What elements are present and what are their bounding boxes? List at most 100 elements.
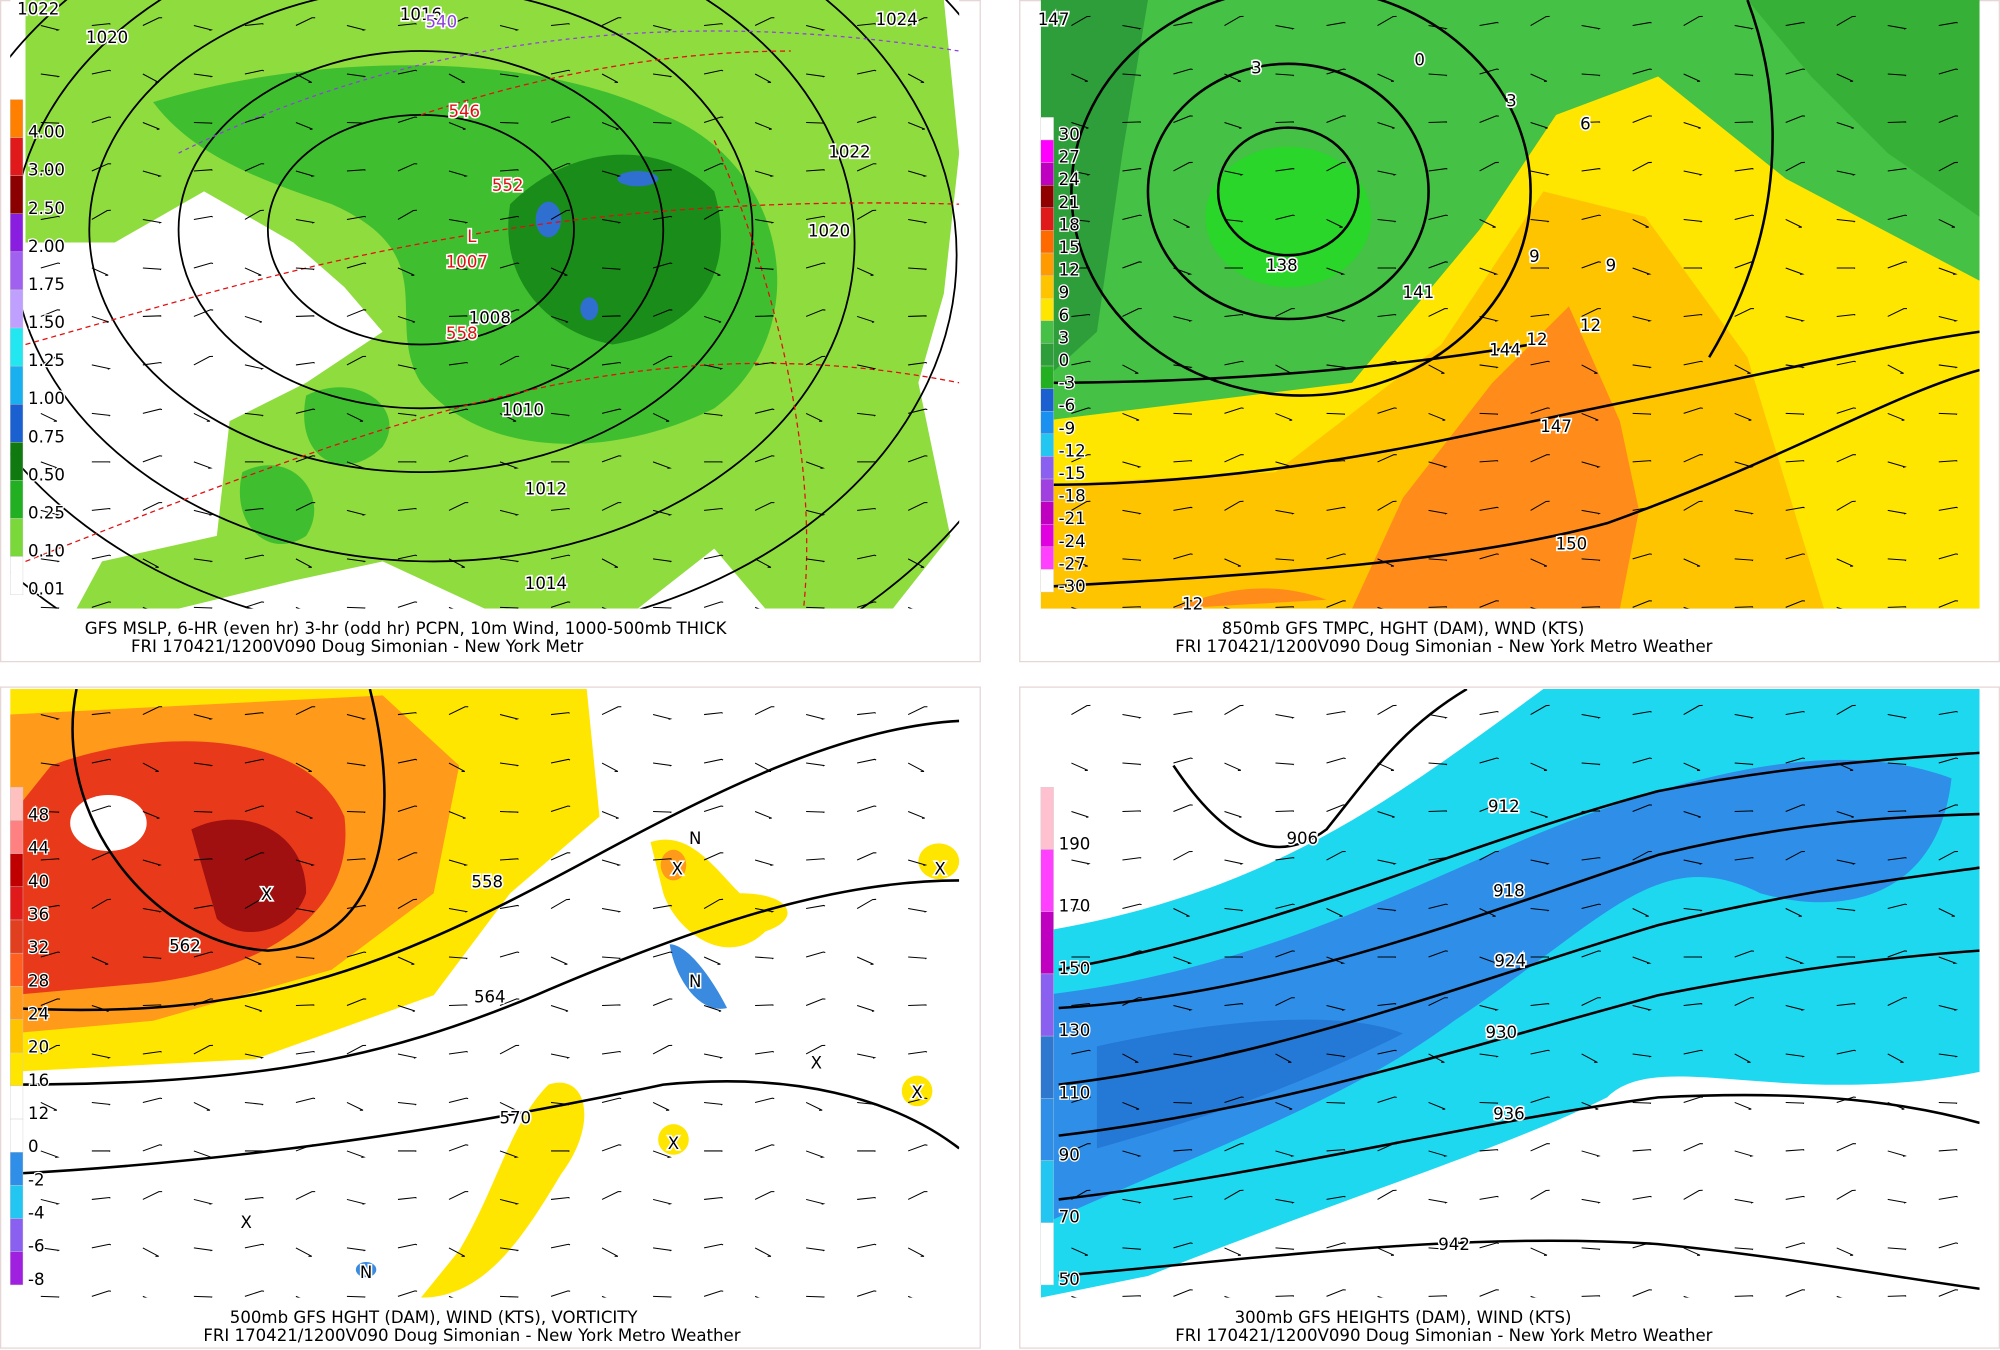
barb bbox=[857, 1150, 876, 1152]
contour-label: 147 bbox=[1038, 10, 1070, 29]
barb bbox=[1632, 21, 1652, 27]
barb bbox=[193, 412, 211, 422]
barb bbox=[703, 1053, 724, 1059]
barb bbox=[704, 1101, 723, 1106]
barb bbox=[1836, 859, 1856, 865]
barb bbox=[1122, 308, 1142, 317]
barb bbox=[1887, 364, 1904, 374]
barb bbox=[1326, 600, 1346, 608]
barb bbox=[652, 412, 670, 422]
barb bbox=[1275, 903, 1295, 910]
barb bbox=[550, 1196, 570, 1200]
barb bbox=[1224, 1189, 1244, 1200]
legend-swatch bbox=[1040, 230, 1054, 254]
barb bbox=[448, 762, 466, 772]
barb bbox=[1836, 1003, 1856, 1006]
barb bbox=[1377, 859, 1397, 865]
barb bbox=[1785, 267, 1805, 275]
barb bbox=[295, 17, 316, 26]
barb bbox=[1173, 1242, 1193, 1249]
barb bbox=[1683, 500, 1703, 511]
barb bbox=[1479, 710, 1499, 716]
barb bbox=[397, 315, 416, 323]
legend-swatch bbox=[1040, 1098, 1054, 1161]
barb bbox=[805, 1044, 826, 1055]
barb bbox=[1785, 219, 1803, 228]
barb bbox=[1530, 558, 1548, 567]
barb bbox=[1683, 218, 1703, 223]
barb bbox=[1887, 903, 1908, 910]
barb bbox=[755, 218, 775, 224]
legend-label: 0 bbox=[1059, 351, 1070, 370]
barb bbox=[1938, 600, 1959, 608]
barb bbox=[499, 558, 520, 563]
barb bbox=[1785, 68, 1805, 75]
legend-label: 130 bbox=[1059, 1021, 1091, 1040]
barb bbox=[703, 1243, 724, 1249]
barb bbox=[1275, 121, 1295, 124]
barb bbox=[602, 1004, 621, 1006]
barb bbox=[1785, 757, 1805, 764]
barb bbox=[1173, 506, 1193, 511]
barb bbox=[1071, 704, 1091, 715]
barb bbox=[193, 262, 214, 269]
barb bbox=[346, 811, 366, 814]
barb bbox=[193, 121, 213, 125]
barb bbox=[805, 1198, 826, 1205]
barb bbox=[1122, 25, 1142, 30]
barb bbox=[1173, 956, 1193, 965]
barb bbox=[550, 1004, 569, 1012]
barb bbox=[907, 455, 928, 463]
barb bbox=[1581, 857, 1601, 861]
barb bbox=[703, 956, 721, 965]
barb bbox=[193, 558, 214, 563]
barb bbox=[1275, 1150, 1295, 1157]
barb bbox=[1938, 412, 1958, 415]
barb bbox=[652, 714, 673, 720]
legend-label: -9 bbox=[1059, 419, 1076, 438]
contour-label: 570 bbox=[499, 1109, 531, 1128]
barb bbox=[857, 1101, 876, 1106]
barb bbox=[346, 461, 366, 469]
barb bbox=[703, 116, 724, 123]
barb bbox=[91, 315, 109, 323]
barb bbox=[1071, 267, 1090, 269]
barb bbox=[1632, 1053, 1652, 1058]
barb bbox=[1785, 364, 1805, 369]
barb bbox=[346, 1044, 367, 1055]
barb bbox=[652, 1150, 672, 1158]
barb bbox=[1938, 850, 1958, 861]
barb bbox=[448, 1051, 468, 1055]
contour-label: X bbox=[811, 1054, 822, 1073]
contour-label: 906 bbox=[1286, 829, 1318, 848]
barb bbox=[653, 169, 672, 172]
barb bbox=[601, 502, 622, 511]
legend-label: -30 bbox=[1059, 577, 1086, 596]
barb bbox=[652, 355, 673, 366]
barb bbox=[91, 267, 109, 276]
barb bbox=[193, 811, 213, 814]
barb bbox=[652, 951, 673, 958]
barb bbox=[40, 606, 60, 609]
barb bbox=[1632, 315, 1652, 322]
panel-subcaption: FRI 170421/1200V090 Doug Simonian - New … bbox=[203, 1326, 740, 1345]
barb bbox=[1275, 714, 1295, 719]
barb bbox=[244, 758, 265, 764]
barb bbox=[1887, 121, 1907, 124]
barb bbox=[1683, 1049, 1703, 1055]
barb bbox=[601, 908, 622, 913]
contour-label: 3 bbox=[1506, 92, 1517, 111]
contour-label: 6 bbox=[1580, 115, 1591, 134]
barb bbox=[805, 25, 826, 31]
contour-label: 1014 bbox=[525, 574, 567, 593]
legend-swatch bbox=[10, 952, 24, 987]
barb bbox=[1632, 1289, 1652, 1297]
legend-label: -6 bbox=[28, 1237, 45, 1256]
barb bbox=[1887, 1150, 1907, 1157]
barb bbox=[1683, 956, 1703, 958]
barb bbox=[499, 998, 520, 1006]
barb bbox=[295, 908, 316, 913]
barb bbox=[653, 811, 672, 814]
legend-swatch bbox=[1040, 456, 1054, 480]
barb bbox=[1887, 1101, 1905, 1110]
